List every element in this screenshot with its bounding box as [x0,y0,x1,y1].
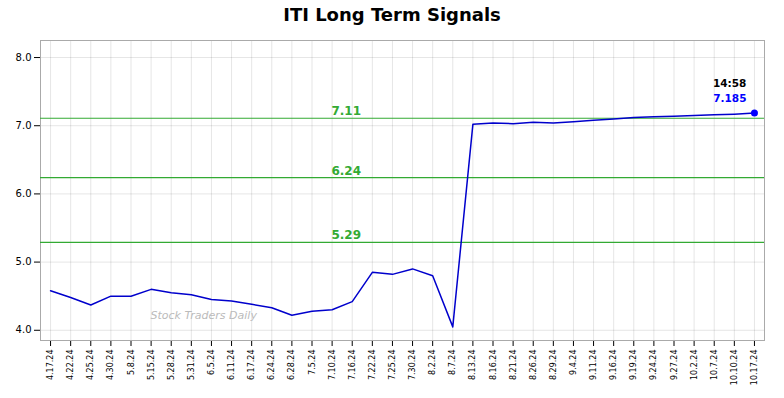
svg-text:7.11: 7.11 [331,104,361,118]
svg-text:5.0: 5.0 [16,256,32,267]
svg-text:Stock Traders Daily: Stock Traders Daily [151,309,258,322]
svg-text:6.28.24: 6.28.24 [287,350,296,381]
svg-text:7.10.24: 7.10.24 [328,350,337,381]
svg-text:5.28.24: 5.28.24 [167,350,176,381]
svg-text:5.31.24: 5.31.24 [187,350,196,381]
svg-text:7.0: 7.0 [16,120,32,131]
svg-text:8.7.24: 8.7.24 [448,350,457,375]
svg-text:4.0: 4.0 [16,324,32,335]
svg-text:9.11.24: 9.11.24 [589,350,598,381]
svg-text:8.13.24: 8.13.24 [468,350,477,381]
svg-text:8.16.24: 8.16.24 [489,350,498,381]
svg-text:5.15.24: 5.15.24 [147,350,156,381]
svg-text:9.16.24: 9.16.24 [609,350,618,381]
svg-text:6.17.24: 6.17.24 [247,350,256,381]
svg-text:14:58: 14:58 [713,77,746,89]
svg-text:8.29.24: 8.29.24 [549,350,558,381]
svg-text:9.4.24: 9.4.24 [569,350,578,375]
svg-text:5.29: 5.29 [331,228,361,242]
svg-text:4.25.24: 4.25.24 [86,350,95,381]
svg-text:7.30.24: 7.30.24 [408,350,417,381]
svg-text:10.17.24: 10.17.24 [750,350,759,386]
svg-text:6.5.24: 6.5.24 [207,350,216,375]
svg-text:6.0: 6.0 [16,188,32,199]
svg-text:8.0: 8.0 [16,52,32,63]
svg-text:7.5.24: 7.5.24 [308,350,317,375]
svg-text:8.26.24: 8.26.24 [529,350,538,381]
html-text:ITI Long Term Signals: ITI Long Term Signals [283,4,501,25]
svg-text:7.25.24: 7.25.24 [388,350,397,381]
svg-text:7.16.24: 7.16.24 [348,350,357,381]
svg-text:10.7.24: 10.7.24 [710,350,719,381]
svg-text:7.22.24: 7.22.24 [368,350,377,381]
svg-text:9.27.24: 9.27.24 [670,350,679,381]
svg-text:4.17.24: 4.17.24 [46,350,55,381]
svg-text:4.22.24: 4.22.24 [66,350,75,381]
svg-text:8.2.24: 8.2.24 [428,350,437,375]
svg-text:6.24.24: 6.24.24 [267,350,276,381]
svg-text:9.24.24: 9.24.24 [649,350,658,381]
svg-text:10.10.24: 10.10.24 [730,350,739,386]
svg-text:10.2.24: 10.2.24 [690,350,699,381]
svg-text:5.8.24: 5.8.24 [127,350,136,375]
svg-text:6.24: 6.24 [331,164,361,178]
svg-text:4.30.24: 4.30.24 [106,350,115,381]
svg-text:6.11.24: 6.11.24 [227,350,236,381]
svg-text:8.21.24: 8.21.24 [509,350,518,381]
svg-text:9.19.24: 9.19.24 [629,350,638,381]
svg-text:7.185: 7.185 [713,92,746,104]
